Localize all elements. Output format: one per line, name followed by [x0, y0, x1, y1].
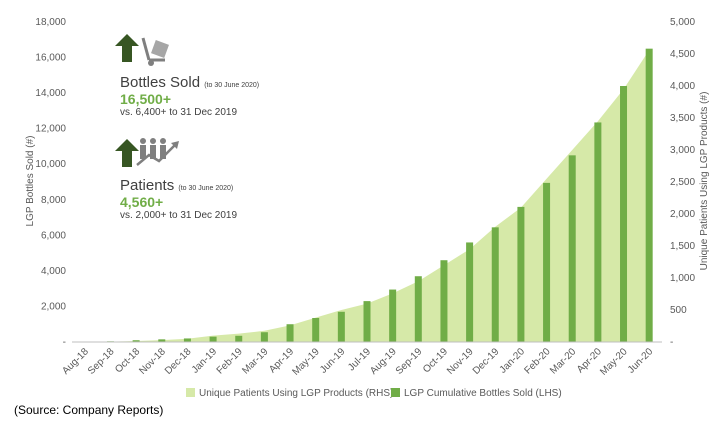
left-tick-label: 18,000 — [35, 17, 66, 28]
right-tick-label: 3,500 — [670, 113, 695, 124]
left-tick-label: 8,000 — [41, 195, 66, 206]
bar-Jun-19 — [337, 311, 345, 342]
x-tick-label: Jun-20 — [626, 346, 656, 376]
area-layer — [84, 50, 650, 342]
patients-callout: Patients (to 30 June 2020) 4,560+ vs. 2,… — [120, 177, 237, 221]
right-tick-label: 2,000 — [670, 209, 695, 220]
x-tick-label: Dec-18 — [163, 346, 194, 377]
x-tick-label: May-19 — [290, 346, 322, 378]
patients-comparison: vs. 2,000+ to 31 Dec 2019 — [120, 210, 238, 221]
patients-note: (to 30 June 2020) — [178, 185, 234, 192]
bottles-value: 16,500+ — [120, 91, 171, 107]
bar-Jan-20 — [517, 206, 525, 342]
right-axis-ticks: - 500 1,000 1,500 2,000 2,500 3,000 3,500 4,000 4… — [670, 17, 695, 348]
bar-Apr-20 — [594, 122, 602, 342]
right-tick-label: 4,500 — [670, 49, 695, 60]
left-tick-label: 2,000 — [41, 301, 66, 312]
right-tick-label: 1,500 — [670, 241, 695, 252]
x-tick-label: Feb-19 — [215, 346, 245, 376]
x-tick-label: Sep-19 — [394, 346, 425, 377]
bar-Sep-19 — [414, 276, 422, 342]
left-tick-label: 6,000 — [41, 230, 66, 241]
legend-label-area: Unique Patients Using LGP Products (RHS) — [199, 388, 393, 399]
bar-Aug-19 — [389, 289, 397, 342]
x-tick-label: Jun-19 — [318, 346, 348, 376]
right-tick-label: - — [670, 337, 673, 348]
patients-title: Patients — [120, 177, 175, 194]
bar-May-19 — [312, 318, 320, 342]
right-tick-label: 2,500 — [670, 177, 695, 188]
bottles-title: Bottles Sold — [120, 74, 201, 91]
bar-Nov-19 — [466, 242, 474, 342]
right-tick-label: 5,000 — [670, 17, 695, 28]
x-tick-label: Nov-18 — [137, 346, 168, 377]
right-axis-title: Unique Patients Using LGP Products (#) — [699, 92, 710, 271]
left-tick-label: 16,000 — [35, 53, 66, 64]
x-tick-label: May-20 — [598, 346, 630, 378]
left-tick-label: - — [63, 337, 66, 348]
left-tick-label: 4,000 — [41, 266, 66, 277]
bar-Dec-18 — [183, 338, 191, 342]
bar-Jan-19 — [209, 336, 217, 342]
bar-Apr-19 — [286, 324, 294, 342]
bottles-comparison: vs. 6,400+ to 31 Dec 2019 — [120, 107, 238, 118]
bar-May-20 — [620, 86, 628, 342]
left-tick-label: 14,000 — [35, 88, 66, 99]
legend-label-bar: LGP Cumulative Bottles Sold (LHS) — [404, 388, 562, 399]
x-tick-label: Aug-19 — [368, 346, 399, 377]
x-axis-ticks: Aug-18Sep-18Oct-18Nov-18Dec-18Jan-19Feb-… — [60, 346, 655, 378]
x-tick-label: Mar-19 — [240, 346, 270, 376]
trolley-icon — [113, 32, 173, 68]
x-tick-label: Sep-18 — [86, 346, 117, 377]
source-note: (Source: Company Reports) — [14, 403, 164, 417]
legend-swatch-area — [186, 388, 195, 397]
bar-Oct-18 — [132, 340, 140, 342]
left-axis-ticks: - 2,000 4,000 6,000 8,000 10,000 12,000 14,000 1… — [35, 17, 66, 348]
bar-Mar-20 — [568, 155, 576, 342]
bar-Nov-18 — [158, 339, 166, 342]
bar-Mar-19 — [260, 332, 268, 342]
people-growth-icon — [113, 135, 183, 171]
area-series-patients — [84, 50, 650, 342]
right-tick-label: 3,000 — [670, 145, 695, 156]
bar-Jun-20 — [645, 48, 653, 343]
left-tick-label: 10,000 — [35, 159, 66, 170]
legend: Unique Patients Using LGP Products (RHS)… — [186, 388, 562, 399]
bar-Jul-19 — [363, 301, 371, 342]
bar-Feb-20 — [543, 182, 551, 342]
bar-Dec-19 — [491, 227, 499, 342]
bar-Feb-19 — [235, 335, 243, 342]
x-tick-label: Nov-19 — [445, 346, 476, 377]
patients-value: 4,560+ — [120, 194, 164, 210]
x-tick-label: Mar-20 — [548, 346, 578, 376]
left-axis-title: LGP Bottles Sold (#) — [25, 136, 36, 227]
x-tick-label: Dec-19 — [471, 346, 502, 377]
x-tick-label: Jan-19 — [190, 346, 220, 376]
left-tick-label: 12,000 — [35, 124, 66, 135]
right-tick-label: 500 — [670, 305, 687, 316]
bar-layer — [81, 48, 653, 343]
x-tick-label: Feb-20 — [523, 346, 553, 376]
bottles-note: (to 30 June 2020) — [204, 82, 260, 89]
right-tick-label: 1,000 — [670, 273, 695, 284]
bottles-callout: Bottles Sold (to 30 June 2020) 16,500+ v… — [120, 74, 259, 118]
bar-Oct-19 — [440, 260, 448, 342]
right-tick-label: 4,000 — [670, 81, 695, 92]
legend-swatch-bar — [391, 388, 400, 397]
x-tick-label: Jan-20 — [498, 346, 528, 376]
x-tick-label: Aug-18 — [60, 346, 91, 377]
